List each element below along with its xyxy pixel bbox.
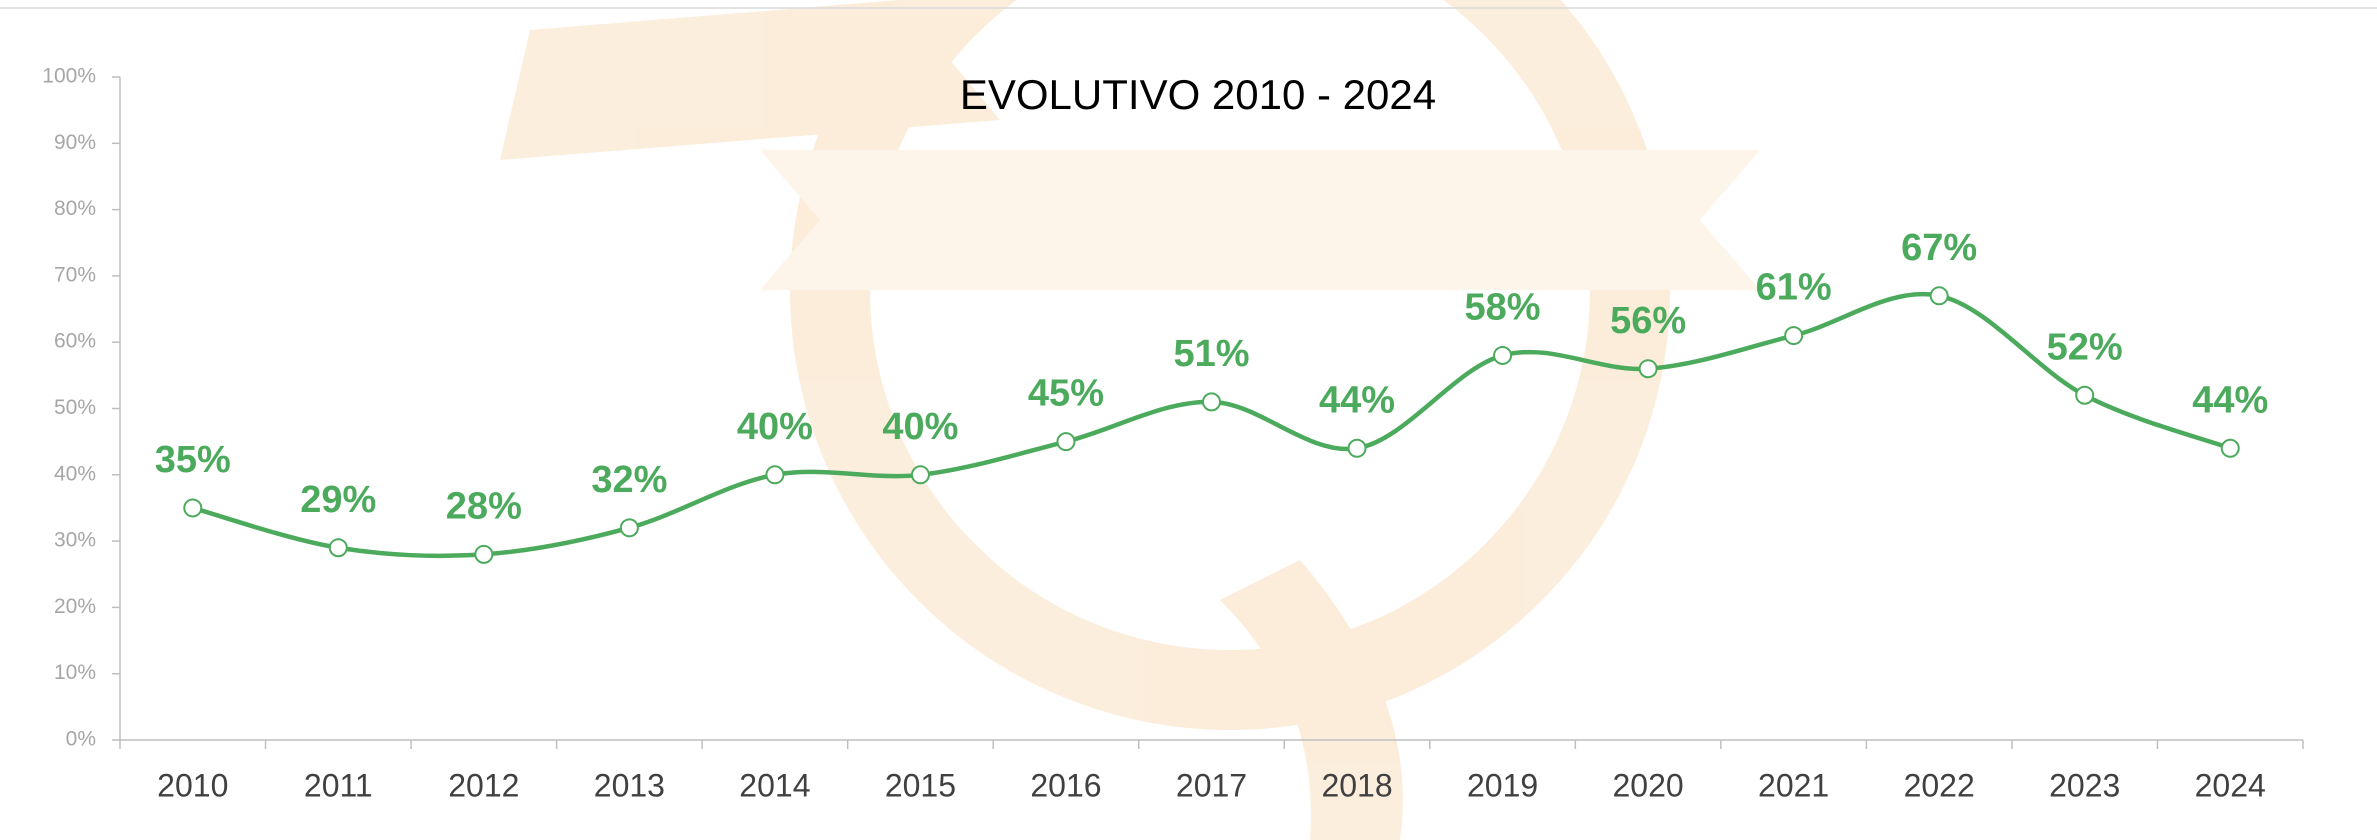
marker	[1349, 440, 1366, 457]
value-label: 45%	[1028, 373, 1104, 415]
y-tick-label: 60%	[54, 330, 96, 353]
value-label: 35%	[155, 439, 231, 481]
x-tick-label: 2010	[157, 767, 228, 803]
y-tick-label: 50%	[54, 396, 96, 419]
value-label: 29%	[300, 479, 376, 521]
value-label: 40%	[737, 406, 813, 448]
x-tick-label: 2021	[1758, 767, 1829, 803]
marker	[1785, 327, 1802, 344]
value-label: 61%	[1756, 267, 1832, 309]
y-tick-label: 40%	[54, 462, 96, 485]
x-tick-label: 2019	[1467, 767, 1538, 803]
marker	[330, 539, 347, 556]
x-tick-label: 2020	[1613, 767, 1684, 803]
value-label: 51%	[1173, 333, 1249, 375]
x-tick-label: 2012	[448, 767, 519, 803]
y-tick-label: 80%	[54, 197, 96, 220]
marker	[1057, 433, 1074, 450]
value-label: 52%	[2047, 326, 2123, 368]
value-label: 58%	[1465, 286, 1541, 328]
y-tick-label: 90%	[54, 131, 96, 154]
marker	[1203, 393, 1220, 410]
value-label: 56%	[1610, 300, 1686, 342]
marker	[2076, 387, 2093, 404]
marker	[184, 499, 201, 516]
x-tick-label: 2014	[739, 767, 810, 803]
y-tick-label: 70%	[54, 263, 96, 286]
x-tick-label: 2016	[1030, 767, 1101, 803]
y-tick-label: 30%	[54, 529, 96, 552]
x-tick-label: 2015	[885, 767, 956, 803]
y-tick-label: 10%	[54, 661, 96, 684]
value-label: 28%	[446, 485, 522, 527]
x-tick-label: 2024	[2195, 767, 2266, 803]
y-tick-label: 20%	[54, 595, 96, 618]
x-tick-label: 2022	[1904, 767, 1975, 803]
value-label: 67%	[1901, 227, 1977, 269]
marker	[1494, 347, 1511, 364]
x-tick-label: 2017	[1176, 767, 1247, 803]
value-label: 40%	[882, 406, 958, 448]
marker	[621, 519, 638, 536]
value-label: 44%	[2192, 379, 2268, 421]
marker	[766, 466, 783, 483]
chart: EVOLUTIVO 2010 - 2024 0% 10% 20% 30% 40% 50% 6…	[0, 0, 2377, 840]
x-tick-label: 2011	[304, 767, 373, 803]
x-tick-label: 2023	[2049, 767, 2120, 803]
y-tick-label: 0%	[66, 728, 96, 751]
marker	[912, 466, 929, 483]
watermark-banner	[760, 150, 1760, 290]
marker	[1931, 287, 1948, 304]
y-tick-label: 100%	[42, 65, 96, 88]
marker	[475, 546, 492, 563]
value-label: 44%	[1319, 379, 1395, 421]
marker	[1640, 360, 1657, 377]
x-tick-label: 2018	[1321, 767, 1392, 803]
value-label: 32%	[591, 459, 667, 501]
x-tick-label: 2013	[594, 767, 665, 803]
marker	[2222, 440, 2239, 457]
chart-title: EVOLUTIVO 2010 - 2024	[960, 71, 1436, 118]
